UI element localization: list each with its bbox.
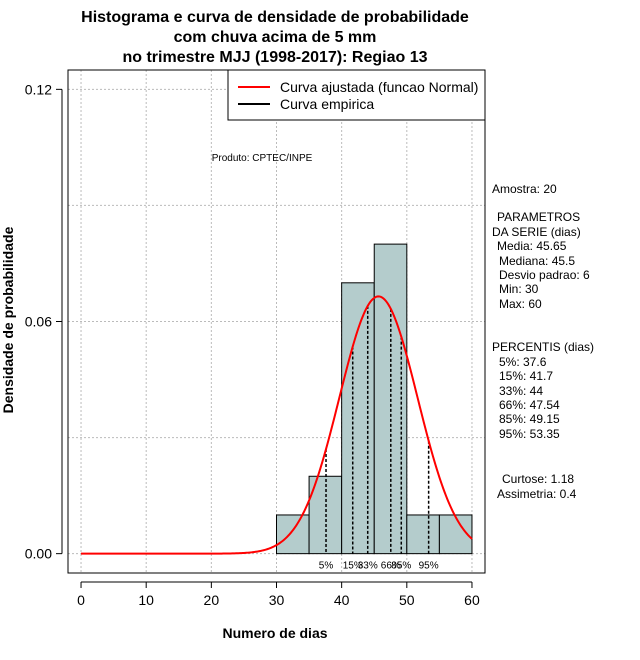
stat-p66: 66%: 47.54 [499,398,560,412]
percentile-label-0: 5% [319,561,334,572]
chart-title-line-1: Histograma e curva de densidade de proba… [81,9,469,26]
x-tick-label-1: 10 [138,592,154,608]
y-axis: 0.00 0.06 0.12 [25,81,63,562]
percentile-label-5: 95% [419,561,439,572]
percentile-label-2: 33% [358,561,378,572]
percentile-label-1: 15% [343,561,363,572]
percentile-label-3: 66% [381,561,401,572]
chart-title-line-2: com chuva acima de 5 mm [174,29,377,46]
x-tick-label-4: 40 [334,592,350,608]
x-tick-label-2: 20 [204,592,220,608]
stat-mediana: Mediana: 45.5 [499,254,575,268]
stat-media: Media: 45.65 [497,239,567,253]
normal-fit-curve [81,295,473,555]
grid [68,70,485,573]
x-axis-title: Numero de dias [222,625,327,641]
chart-title-line-3: no trimestre MJJ (1998-2017): Regiao 13 [122,49,427,66]
x-tick-label-3: 30 [269,592,285,608]
stat-p85: 85%: 49.15 [499,412,560,426]
histogram-bar-2 [341,282,375,555]
legend: Curva ajustada (funcao Normal) Curva emp… [227,69,486,121]
x-tick-label-0: 0 [77,592,85,608]
histogram-bar-0 [276,514,310,555]
x-axis: 0 10 20 30 40 50 60 [77,581,480,608]
legend-label-empirical: Curva empirica [280,96,374,112]
params-header-1: PARAMETROS [497,210,580,224]
stat-assimetria: Assimetria: 0.4 [497,487,577,501]
y-axis-title: Densidade de probabilidade [0,226,16,413]
stat-p5: 5%: 37.6 [499,355,547,369]
legend-label-normal: Curva ajustada (funcao Normal) [280,79,478,95]
stat-sample: Amostra: 20 [492,182,557,196]
percentile-lines: 5% 15%33% 66%85% 95% [319,305,439,572]
x-tick-label-6: 60 [464,592,480,608]
stat-p95: 95%: 53.35 [499,427,560,441]
y-tick-label-2: 0.12 [25,81,52,97]
stat-curtose: Curtose: 1.18 [502,472,574,486]
stat-desvio: Desvio padrao: 6 [499,268,590,282]
y-tick-label-0: 0.00 [25,546,52,562]
annotation-produto: Produto: CPTEC/INPE [212,153,313,164]
stat-min: Min: 30 [499,282,539,296]
stat-p33: 33%: 44 [499,384,543,398]
y-tick-label-1: 0.06 [25,314,52,330]
params-header-2: DA SERIE (dias) [492,225,581,239]
legend-box [227,69,486,121]
percentile-label-4: 85% [391,561,411,572]
stats-panel: Amostra: 20 PARAMETROS DA SERIE (dias) M… [492,182,594,501]
stat-p15: 15%: 41.7 [499,369,553,383]
stat-max: Max: 60 [499,297,542,311]
perc-header: PERCENTIS (dias) [492,340,594,354]
histogram-bar-4 [406,514,440,555]
x-tick-label-5: 50 [399,592,415,608]
